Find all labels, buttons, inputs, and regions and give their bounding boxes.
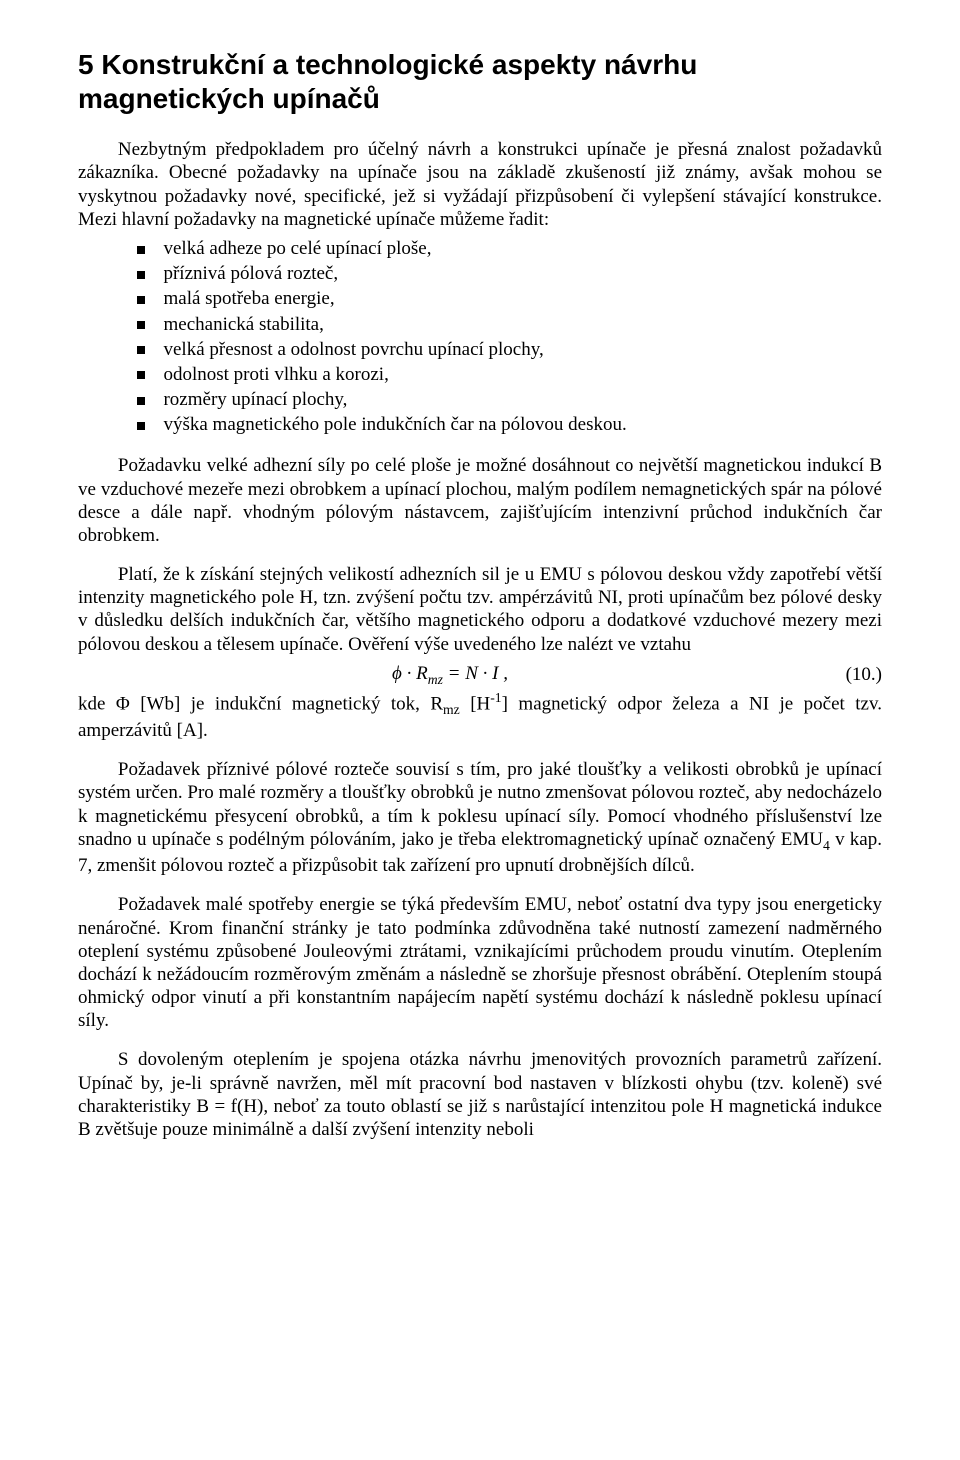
list-item: výška magnetického pole indukčních čar n… — [133, 413, 882, 436]
paragraph-3a: Platí, že k získání stejných velikostí a… — [78, 563, 882, 656]
list-item: odolnost proti vlhku a korozi, — [133, 363, 882, 386]
equation-10: ϕ · Rmz = N · I , (10.) — [78, 662, 882, 688]
paragraph-2: Požadavku velké adhezní síly po celé plo… — [78, 454, 882, 547]
subscript: mz — [443, 702, 460, 717]
paragraph-3b: kde Φ [Wb] je indukční magnetický tok, R… — [78, 690, 882, 742]
paragraph-6: S dovoleným oteplením je spojena otázka … — [78, 1048, 882, 1141]
equation-number: (10.) — [822, 663, 882, 686]
subscript: 4 — [823, 838, 830, 853]
paragraph-1: Nezbytným předpokladem pro účelný návrh … — [78, 138, 882, 231]
list-item: velká adheze po celé upínací ploše, — [133, 237, 882, 260]
equation-expression: ϕ · Rmz = N · I , — [78, 662, 822, 688]
text-fragment: [H — [460, 694, 491, 715]
superscript: -1 — [490, 690, 501, 705]
list-item: rozměry upínací plochy, — [133, 388, 882, 411]
text-fragment: Požadavek příznivé pólové rozteče souvis… — [78, 759, 882, 850]
requirements-list: velká adheze po celé upínací ploše, příz… — [78, 237, 882, 436]
list-item: mechanická stabilita, — [133, 313, 882, 336]
text-fragment: kde Φ [Wb] je indukční magnetický tok, R — [78, 694, 443, 715]
paragraph-5: Požadavek malé spotřeby energie se týká … — [78, 893, 882, 1032]
list-item: velká přesnost a odolnost povrchu upínac… — [133, 338, 882, 361]
list-item: malá spotřeba energie, — [133, 287, 882, 310]
section-heading: 5 Konstrukční a technologické aspekty ná… — [78, 48, 882, 116]
list-item: příznivá pólová rozteč, — [133, 262, 882, 285]
paragraph-4: Požadavek příznivé pólové rozteče souvis… — [78, 758, 882, 877]
